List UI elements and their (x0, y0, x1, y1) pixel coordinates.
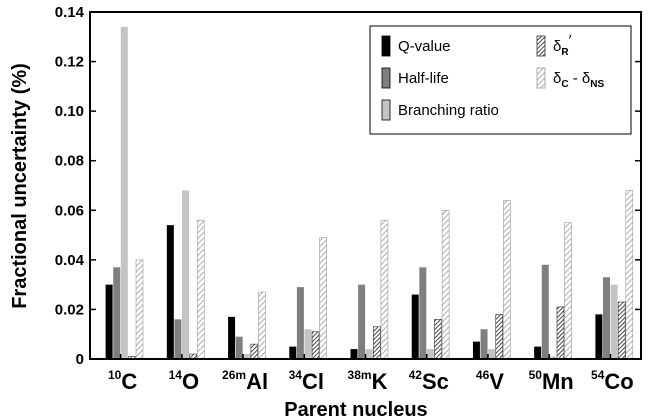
legend-label: Q-value (398, 38, 451, 55)
x-tick-label: 54Co (591, 368, 634, 394)
bar--c-ns-al (258, 291, 266, 360)
y-axis-title: Fractional uncertainty (%) (9, 63, 31, 309)
legend-swatch (381, 35, 391, 57)
bar-q-value-sc (411, 294, 419, 359)
mass-number: 38m (348, 368, 372, 382)
y-tick-label: 0.04 (55, 252, 85, 269)
mass-number: 14 (169, 368, 183, 382)
x-tick-label: 38mK (348, 368, 388, 394)
legend-box (369, 25, 632, 135)
bar-half-life-o (174, 319, 182, 359)
y-tick-label: 0.14 (55, 4, 85, 21)
bar--r--cl (311, 331, 320, 360)
bar-branching-ratio-o (182, 190, 190, 359)
bars-group (105, 26, 634, 360)
legend-swatch (381, 67, 391, 89)
bar-q-value-mn (534, 346, 542, 359)
x-tick-label: 14O (169, 368, 199, 394)
mass-number: 50 (529, 368, 543, 382)
element-symbol: K (372, 369, 388, 394)
bar--c-ns-c (135, 259, 144, 360)
x-axis: 10C 14O 26mAl 34Cl 38mK 42Sc 46V 50Mn 54Co (108, 354, 634, 394)
mass-number: 10 (108, 368, 122, 382)
element-symbol: Sc (422, 369, 449, 394)
bar-q-value-co (595, 314, 603, 359)
y-tick-label: 0.06 (55, 202, 84, 219)
x-tick-label: 10C (108, 368, 137, 394)
bar-branching-ratio-cl (304, 329, 312, 359)
bar--c-ns-mn (564, 222, 572, 360)
element-symbol: C (121, 369, 137, 394)
y-tick-label: 0.02 (55, 301, 84, 318)
bar--c-ns-cl (319, 237, 327, 360)
x-tick-label: 26mAl (222, 368, 268, 394)
bar--r--co (617, 301, 626, 360)
bar-branching-ratio-al (243, 354, 251, 359)
bar-half-life-mn (541, 264, 549, 359)
bar--c-ns-sc (441, 209, 450, 360)
bar-q-value-k (350, 349, 358, 359)
element-symbol: Co (604, 369, 633, 394)
bar-half-life-c (113, 267, 121, 359)
bar--r--al (250, 343, 259, 360)
x-tick-label: 46V (476, 368, 504, 394)
y-tick-label: 0.08 (55, 153, 84, 170)
bar-half-life-v (480, 329, 488, 359)
x-axis-title: Parent nucleus (284, 399, 427, 420)
plot-frame (89, 11, 642, 360)
bar-q-value-o (166, 225, 174, 359)
element-symbol: Al (246, 369, 268, 394)
element-symbol: Mn (542, 369, 574, 394)
x-tick-label: 50Mn (529, 368, 574, 394)
mass-number: 46 (476, 368, 490, 382)
mass-number: 54 (591, 368, 605, 382)
bar-q-value-v (472, 341, 480, 359)
bar-q-value-cl (289, 346, 297, 359)
bar--r--k (372, 326, 381, 360)
x-tick-label: 34Cl (289, 368, 324, 394)
bar-half-life-al (235, 336, 243, 359)
bar--r--mn (556, 306, 565, 360)
bar--c-ns-v (503, 200, 511, 360)
element-symbol: V (489, 369, 504, 394)
mass-number: 42 (409, 368, 423, 382)
bar--c-ns-o (196, 219, 205, 360)
bar--r--v (495, 314, 504, 360)
bar-branching-ratio-k (365, 349, 373, 359)
bar--c-ns-k (380, 219, 389, 360)
bar-branching-ratio-v (488, 349, 496, 359)
y-tick-label: 0.12 (55, 54, 84, 71)
mass-number: 26m (222, 368, 246, 382)
bar-q-value-c (105, 284, 113, 359)
bar-half-life-sc (419, 267, 427, 359)
legend-swatch (536, 35, 546, 57)
y-tick-label: 0.10 (55, 103, 84, 120)
legend-swatch (536, 67, 546, 89)
bar-half-life-k (358, 284, 366, 359)
legend: Q-value Half-life Branching ratio δR′ δC - δ… (369, 25, 632, 135)
element-symbol: Cl (302, 369, 324, 394)
legend-label: δC - δNS (553, 70, 605, 90)
bar-half-life-co (602, 277, 610, 359)
bar-branching-ratio-co (610, 284, 618, 359)
mass-number: 34 (289, 368, 303, 382)
element-symbol: O (182, 369, 199, 394)
bar--c-ns-co (625, 190, 634, 360)
bar--r--sc (434, 319, 442, 360)
bar-branching-ratio-c (120, 26, 128, 360)
bar-half-life-cl (296, 287, 304, 359)
legend-label: δR′ (553, 32, 572, 58)
x-tick-label: 42Sc (409, 368, 449, 394)
legend-label: Half-life (398, 70, 449, 87)
legend-swatch (381, 99, 391, 121)
y-axis: 0 0.02 0.04 0.06 0.08 0.10 0.12 0.14 (55, 4, 641, 368)
bar-branching-ratio-mn (549, 356, 557, 359)
legend-label: Branching ratio (398, 102, 499, 119)
bar-q-value-al (228, 316, 236, 359)
bar-branching-ratio-sc (426, 349, 434, 359)
y-tick-label: 0 (76, 351, 84, 368)
